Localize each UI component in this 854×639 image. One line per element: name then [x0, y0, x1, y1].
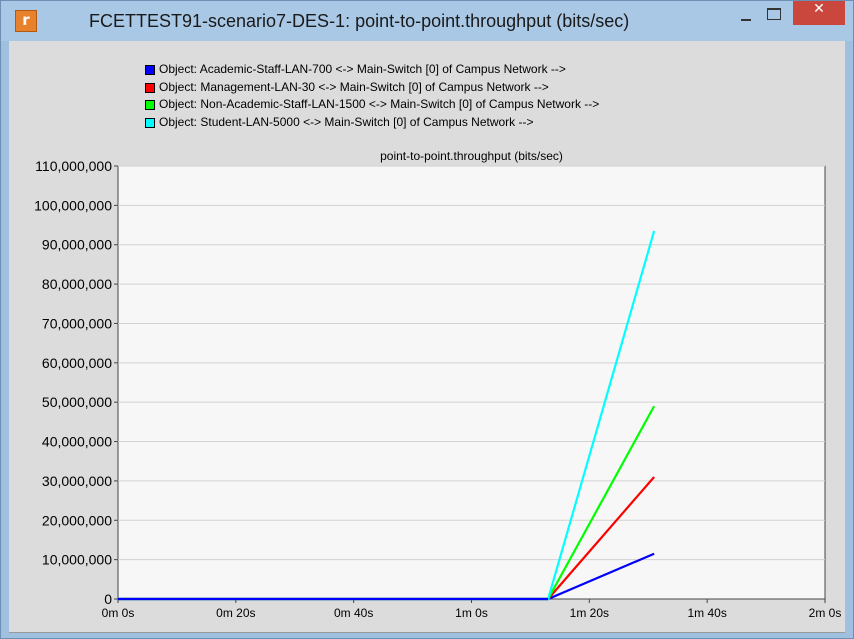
- x-tick-label: 1m 0s: [455, 606, 488, 620]
- y-tick-label: 70,000,000: [42, 315, 112, 331]
- title-bar[interactable]: r FCETTEST91-scenario7-DES-1: point-to-p…: [1, 1, 853, 41]
- y-tick-label: 20,000,000: [42, 512, 112, 528]
- window-title: FCETTEST91-scenario7-DES-1: point-to-poi…: [89, 11, 630, 31]
- x-tick-label: 0m 40s: [334, 606, 373, 620]
- close-icon[interactable]: ✕: [793, 1, 845, 25]
- y-tick-label: 100,000,000: [34, 197, 112, 213]
- y-tick-label: 0: [104, 591, 112, 607]
- x-tick-label: 2m 0s: [809, 606, 842, 620]
- legend-swatch: [145, 65, 155, 75]
- y-tick-label: 10,000,000: [42, 552, 112, 568]
- minimize-icon[interactable]: [735, 7, 757, 29]
- legend-swatch: [145, 82, 155, 93]
- x-tick-label: 0m 20s: [216, 606, 255, 620]
- y-tick-label: 90,000,000: [42, 237, 112, 253]
- chart-title: point-to-point.throughput (bits/sec): [380, 149, 563, 163]
- plot-area: [117, 165, 826, 600]
- app-icon[interactable]: r: [15, 10, 37, 32]
- legend-swatch: [145, 100, 155, 110]
- y-tick-label: 40,000,000: [42, 434, 112, 450]
- y-tick-label: 60,000,000: [42, 355, 112, 371]
- legend-swatch: [145, 117, 155, 128]
- x-tick-label: 1m 20s: [570, 606, 609, 620]
- chart-svg: point-to-point.throughput (bits/sec) 0 10,…: [34, 149, 842, 620]
- legend-label: Object: Non-Academic-Staff-LAN-1500 <-> …: [159, 97, 600, 111]
- y-tick-label: 50,000,000: [42, 394, 112, 410]
- legend-label: Object: Management-LAN-30 <-> Main-Switc…: [159, 79, 549, 94]
- y-tick-label: 30,000,000: [42, 473, 112, 489]
- y-tick-label: 80,000,000: [42, 276, 112, 292]
- chart-area: Object: Academic-Staff-LAN-700 <-> Main-…: [9, 41, 845, 633]
- x-tick-label: 1m 40s: [687, 606, 726, 620]
- x-tick-label: 0m 0s: [102, 606, 135, 620]
- y-tick-label: 110,000,000: [35, 158, 112, 174]
- legend-label: Object: Academic-Staff-LAN-700 <-> Main-…: [159, 62, 566, 76]
- legend-label: Object: Student-LAN-5000 <-> Main-Switch…: [159, 114, 534, 129]
- maximize-icon[interactable]: [763, 5, 785, 27]
